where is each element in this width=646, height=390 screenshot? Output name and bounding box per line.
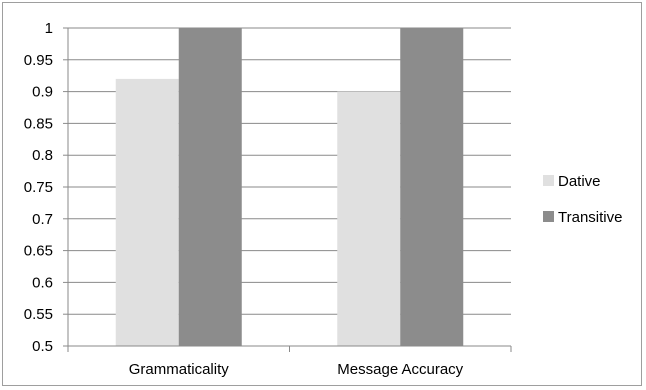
y-tick-label: 0.65 bbox=[24, 243, 53, 260]
y-tick-labels: 0.5 0.55 0.6 0.65 0.7 0.75 0.8 0.85 0.9 0.95 1 bbox=[24, 20, 53, 355]
chart-frame: 0.5 0.55 0.6 0.65 0.7 0.75 0.8 0.85 0.9 0.95 1 Gra… bbox=[2, 2, 642, 386]
y-tick-label: 1 bbox=[45, 20, 53, 37]
bar-transitive-0 bbox=[178, 28, 242, 346]
legend: Dative Transitive bbox=[543, 173, 622, 226]
y-tick-label: 0.95 bbox=[24, 52, 53, 69]
y-tick-label: 0.5 bbox=[32, 338, 53, 355]
x-tick-label: Grammaticality bbox=[129, 361, 230, 378]
y-tick-label: 0.7 bbox=[32, 211, 53, 228]
legend-label-dative: Dative bbox=[558, 173, 601, 190]
legend-label-transitive: Transitive bbox=[558, 209, 622, 226]
y-tick-label: 0.75 bbox=[24, 179, 53, 196]
bars bbox=[115, 28, 464, 346]
legend-swatch-dative bbox=[543, 175, 554, 186]
y-tick-label: 0.85 bbox=[24, 115, 53, 132]
bar-transitive-1 bbox=[400, 28, 464, 346]
y-tick-label: 0.55 bbox=[24, 306, 53, 323]
x-tick-label: Message Accuracy bbox=[337, 361, 463, 378]
y-tick-label: 0.8 bbox=[32, 147, 53, 164]
y-tick-label: 0.6 bbox=[32, 274, 53, 291]
x-tick-labels: Grammaticality Message Accuracy bbox=[129, 361, 464, 378]
bar-chart: 0.5 0.55 0.6 0.65 0.7 0.75 0.8 0.85 0.9 0.95 1 Gra… bbox=[24, 20, 623, 378]
bar-dative-1 bbox=[337, 91, 401, 346]
legend-swatch-transitive bbox=[543, 211, 554, 222]
y-tick-label: 0.9 bbox=[32, 84, 53, 101]
bar-dative-0 bbox=[115, 78, 179, 346]
axes bbox=[63, 27, 512, 352]
